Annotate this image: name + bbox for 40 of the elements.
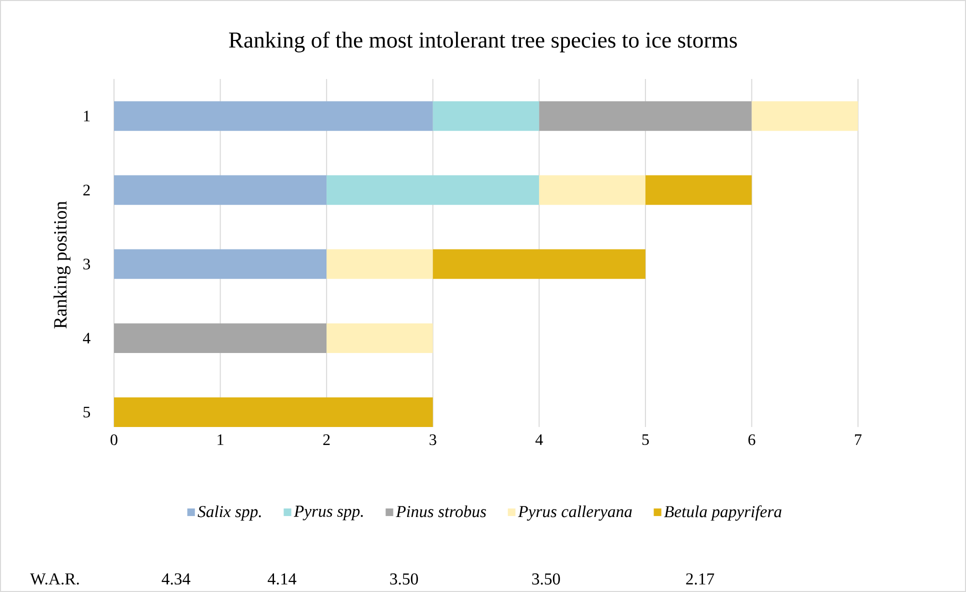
bar <box>114 101 433 131</box>
bar <box>114 323 327 353</box>
text: W.A.R. <box>30 573 79 585</box>
x-tick-label: 7 <box>855 434 862 445</box>
x-tick-label: 2 <box>323 434 330 445</box>
y-tick-label: 5 <box>84 406 90 418</box>
x-tick-label: 3 <box>430 434 436 446</box>
bar <box>326 175 540 205</box>
x-tick-label: 0 <box>110 434 118 446</box>
x-tick-label: 1 <box>218 434 224 445</box>
text: 3.50 <box>532 573 560 585</box>
text: 4.14 <box>268 573 296 585</box>
bar <box>539 101 752 131</box>
x-tick-label: 4 <box>535 434 543 445</box>
bar <box>114 175 327 205</box>
text: 4.34 <box>162 573 190 585</box>
x-tick-label: 6 <box>748 434 756 446</box>
y-tick-label: 2 <box>83 184 90 196</box>
bar <box>326 323 433 353</box>
y-tick-label: 4 <box>82 332 90 344</box>
x-tick-label: 5 <box>642 434 649 445</box>
text: 2.17 <box>686 573 714 585</box>
bar <box>114 397 433 427</box>
legend-label: Pyrus calleryana <box>518 505 632 521</box>
bar <box>114 249 327 279</box>
bar <box>432 101 540 131</box>
legend-label: Pyrus spp. <box>294 506 363 520</box>
y-axis-title: Ranking position <box>54 201 70 328</box>
legend-label: Pinus strobus <box>396 505 486 518</box>
bar <box>432 249 646 279</box>
bar <box>752 101 858 131</box>
y-tick-label: 3 <box>83 258 90 270</box>
bar <box>539 175 646 205</box>
chart-title: Ranking of the most intolerant tree species to ice storms <box>229 32 737 52</box>
bar <box>645 175 752 205</box>
text: 3.50 <box>390 573 418 585</box>
legend-label: Salix spp. <box>198 505 261 521</box>
legend-label: Betula papyrifera <box>664 505 782 521</box>
bar <box>326 249 433 279</box>
y-tick-label: 1 <box>84 110 90 122</box>
